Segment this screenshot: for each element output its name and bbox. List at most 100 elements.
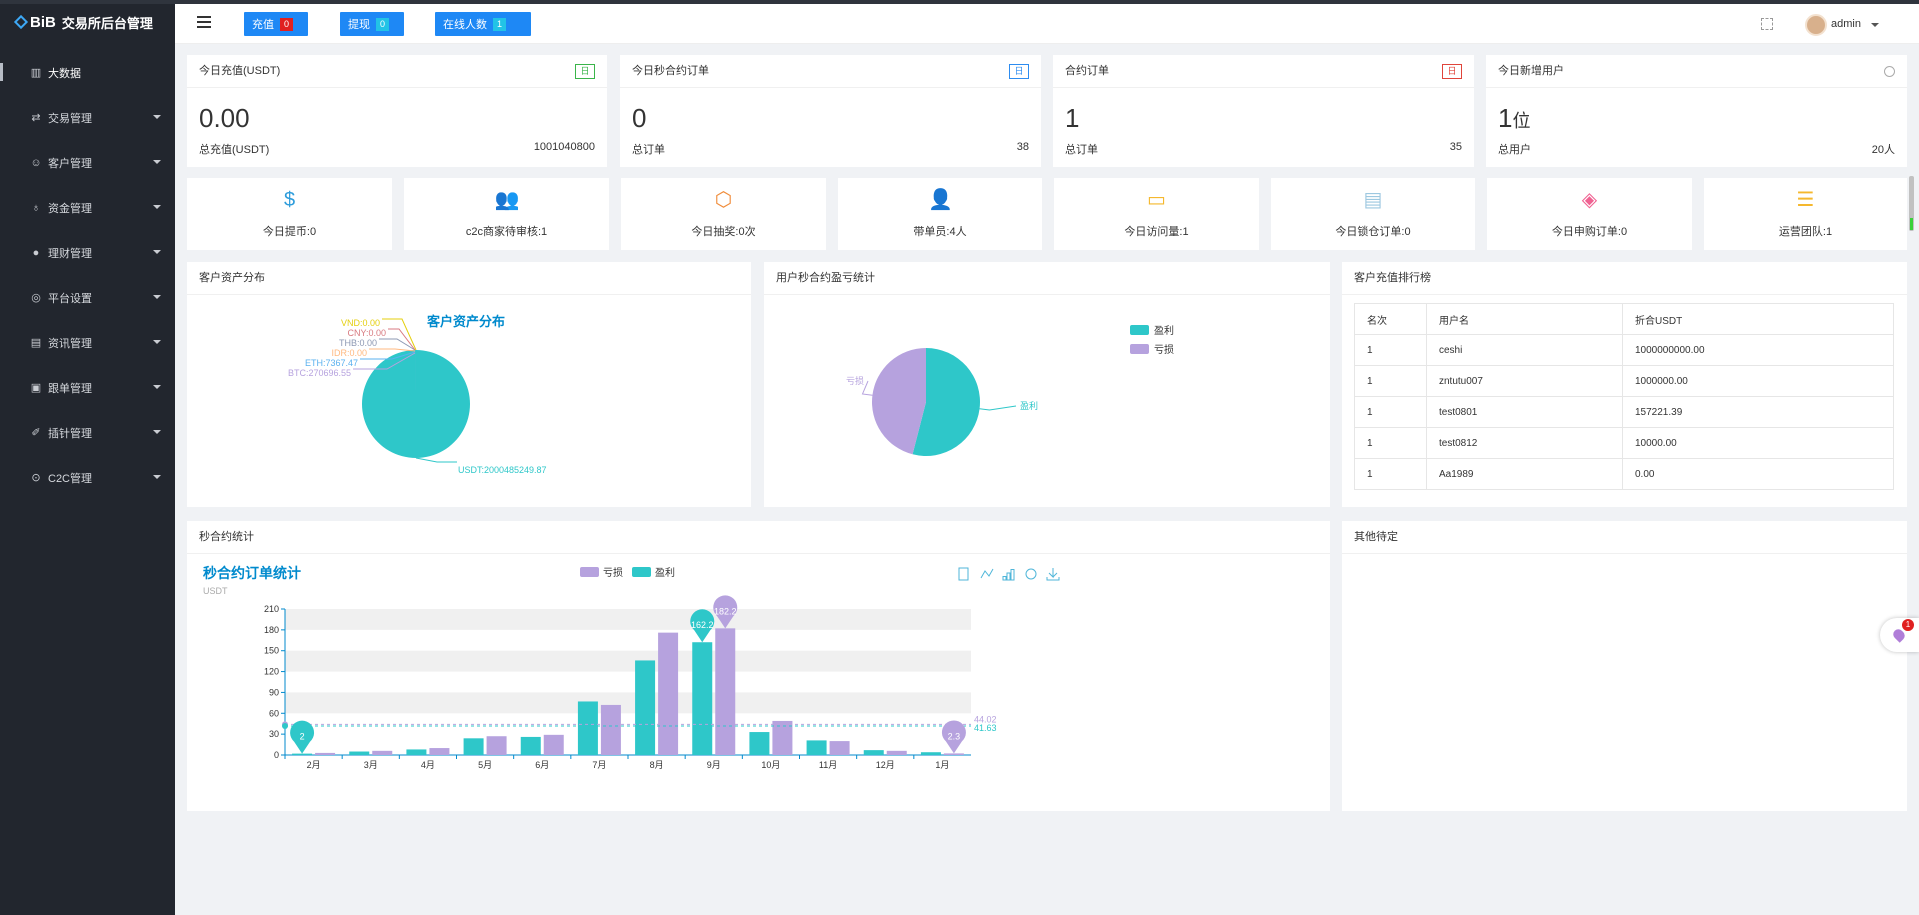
sidebar-item-6[interactable]: ▤ 资讯管理 — [0, 320, 175, 365]
other-panel: 其他待定 — [1342, 521, 1907, 811]
sidebar-item-1[interactable]: ⇄ 交易管理 — [0, 95, 175, 140]
asset-distribution-panel: 客户资产分布 客户资产分布 USDT:2000485249.87 BTC:27069… — [187, 262, 751, 507]
bar-亏损[interactable] — [658, 632, 679, 755]
download-icon[interactable] — [1046, 568, 1060, 581]
legend-swatch[interactable] — [1130, 344, 1149, 354]
bar-盈利[interactable] — [920, 752, 941, 755]
daily-tag: 日 — [575, 64, 595, 79]
legend-label[interactable]: 盈利 — [655, 567, 675, 579]
sidebar-item-7[interactable]: ▣ 跟单管理 — [0, 365, 175, 410]
bar-亏损[interactable] — [715, 628, 736, 755]
pie-label-line — [979, 405, 1017, 411]
table-cell: test0812 — [1426, 427, 1623, 459]
chart-title: 客户资产分布 — [427, 314, 505, 329]
sidebar-item-0[interactable]: ▥ 大数据 — [0, 50, 175, 95]
pie-slice[interactable] — [912, 348, 980, 456]
sidebar-item-5[interactable]: ◎ 平台设置 — [0, 275, 175, 320]
stat-value: 1位 — [1498, 103, 1531, 133]
stat-value: 1 — [1065, 103, 1080, 133]
mini-stat-card[interactable]: ◈ 今日申购订单:0 — [1487, 178, 1692, 250]
bar-switch-icon[interactable] — [1002, 569, 1015, 581]
bar-亏损[interactable] — [543, 734, 564, 755]
bar-亏损[interactable] — [943, 753, 964, 755]
logo[interactable]: BiB 交易所后台管理 — [0, 4, 175, 40]
x-tick-label: 2月 — [307, 760, 321, 770]
bar-亏损[interactable] — [429, 748, 450, 755]
bar-亏损[interactable] — [372, 750, 393, 755]
table-cell: test0801 — [1426, 396, 1623, 428]
group-icon: 👥 — [494, 189, 520, 211]
line-switch-icon[interactable] — [980, 568, 994, 579]
bar-亏损[interactable] — [486, 736, 507, 755]
bar-盈利[interactable] — [806, 740, 827, 755]
floating-notification-button[interactable]: 1 — [1880, 618, 1919, 652]
bar-盈利[interactable] — [349, 751, 370, 755]
sidebar-item-4[interactable]: ● 理财管理 — [0, 230, 175, 275]
sidebar-item-3[interactable]: ♁ 资金管理 — [0, 185, 175, 230]
data-view-icon[interactable] — [958, 567, 969, 581]
page-scrollbar[interactable] — [1909, 176, 1914, 231]
bar-盈利[interactable] — [577, 701, 598, 755]
markpoint-pin[interactable] — [290, 720, 315, 754]
fullscreen-icon[interactable] — [1761, 18, 1773, 30]
user-dropdown-icon[interactable] — [1871, 23, 1879, 27]
bar-盈利[interactable] — [863, 750, 884, 755]
bar-亏损[interactable] — [886, 750, 907, 755]
grid-band — [285, 650, 971, 672]
chevron-down-icon — [153, 340, 161, 344]
legend-swatch[interactable] — [1130, 325, 1149, 335]
mini-stat-card[interactable]: 👥 c2c商家待审核:1 — [404, 178, 609, 250]
bar-盈利[interactable] — [635, 660, 656, 755]
legend-swatch[interactable] — [580, 567, 599, 577]
mini-stat-card[interactable]: $ 今日提币:0 — [187, 178, 392, 250]
mini-stat-card[interactable]: ▭ 今日访问量:1 — [1054, 178, 1259, 250]
pie-slice[interactable] — [871, 348, 926, 455]
mini-stat-card[interactable]: 👤 带单员:4人 — [838, 178, 1042, 250]
info-icon[interactable] — [1884, 66, 1895, 77]
withdraw-button-label: 提现 — [348, 19, 370, 31]
legend-label[interactable]: 亏损 — [603, 566, 623, 579]
bar-盈利[interactable] — [292, 753, 313, 755]
wallet-icon: ♁ — [31, 201, 41, 214]
mini-stat-card[interactable]: ⬡ 今日抽奖:0次 — [621, 178, 826, 250]
withdraw-button[interactable]: 提现 0 — [340, 12, 404, 36]
bar-盈利[interactable] — [749, 732, 770, 755]
mini-stat-card[interactable]: ☰ 运营团队:1 — [1704, 178, 1907, 250]
avatar[interactable] — [1805, 14, 1827, 36]
online-users-button[interactable]: 在线人数 1 — [435, 12, 531, 36]
bar-亏损[interactable] — [772, 720, 793, 755]
bar-亏损[interactable] — [600, 704, 621, 755]
pie-label-line — [388, 328, 416, 351]
sidebar-item-9[interactable]: ⊙ C2C管理 — [0, 455, 175, 500]
chart-title: 秒合约订单统计 — [203, 565, 301, 581]
pie-slice[interactable] — [361, 350, 470, 458]
restore-icon[interactable] — [1025, 568, 1037, 580]
mini-stat-label: 今日访问量:1 — [1124, 226, 1189, 238]
bar-盈利[interactable] — [692, 642, 713, 755]
sidebar-item-2[interactable]: ☺ 客户管理 — [0, 140, 175, 185]
recharge-button[interactable]: 充值 0 — [244, 12, 308, 36]
table-cell: 10000.00 — [1622, 427, 1894, 459]
bar-盈利[interactable] — [406, 749, 427, 755]
bar-盈利[interactable] — [520, 736, 541, 755]
markpoint-pin[interactable] — [713, 595, 738, 629]
stat-sub-value: 35 — [1449, 141, 1462, 153]
markpoint-pin[interactable] — [941, 720, 966, 754]
mini-stat-card[interactable]: ▤ 今日锁仓订单:0 — [1271, 178, 1475, 250]
legend-swatch[interactable] — [632, 567, 651, 577]
username[interactable]: admin — [1831, 18, 1861, 30]
column-header-rank: 名次 — [1354, 303, 1427, 335]
menu-toggle-icon[interactable] — [197, 16, 211, 30]
sidebar-item-8[interactable]: ✐ 插针管理 — [0, 410, 175, 455]
pnl-stats-panel: 用户秒合约盈亏统计 盈利 亏损 盈利 亏损 — [764, 262, 1330, 507]
markpoint-pin[interactable] — [690, 609, 715, 643]
legend-label[interactable]: 盈利 — [1154, 325, 1174, 337]
x-tick-label: 5月 — [478, 760, 492, 770]
y-tick-label: 180 — [264, 625, 279, 635]
window-top-strip — [0, 0, 1919, 4]
bar-盈利[interactable] — [463, 738, 484, 755]
legend-label[interactable]: 亏损 — [1154, 343, 1174, 356]
mini-stat-label: 今日提币:0 — [262, 226, 317, 238]
bar-亏损[interactable] — [315, 752, 336, 755]
bar-亏损[interactable] — [829, 741, 850, 755]
